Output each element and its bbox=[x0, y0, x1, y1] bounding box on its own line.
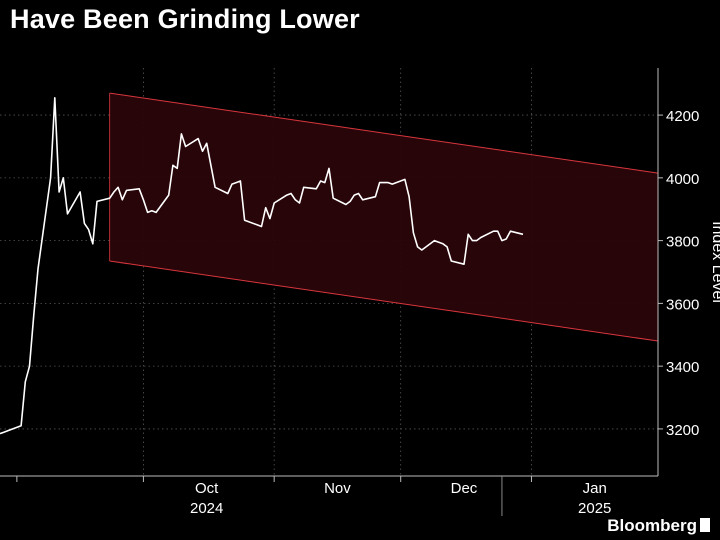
y-tick-label: 3400 bbox=[666, 359, 699, 376]
y-tick-label: 4200 bbox=[666, 108, 699, 125]
x-tick-label: Dec bbox=[451, 480, 478, 497]
channel-upper-line bbox=[109, 92, 659, 174]
y-tick-label: 3200 bbox=[666, 422, 699, 439]
source-label: Bloomberg bbox=[607, 516, 710, 536]
x-year-label: 2024 bbox=[190, 500, 223, 517]
x-tick-label: Oct bbox=[195, 480, 219, 497]
y-tick-label: 3600 bbox=[666, 296, 699, 313]
series-line bbox=[0, 97, 524, 435]
channel-band bbox=[109, 93, 658, 342]
source-text: Bloomberg bbox=[607, 516, 697, 535]
y-tick-label: 4000 bbox=[666, 171, 699, 188]
y-tick-label: 3800 bbox=[666, 234, 699, 251]
bloomberg-mark-icon bbox=[700, 518, 710, 532]
channel-lower-line bbox=[109, 260, 659, 342]
chart-title: Have Been Grinding Lower bbox=[10, 4, 360, 34]
x-year-label: 2025 bbox=[578, 500, 611, 517]
x-tick-label: Jan bbox=[583, 480, 607, 497]
x-tick-label: Nov bbox=[324, 480, 351, 497]
y-axis-title: Index Level bbox=[709, 221, 720, 303]
